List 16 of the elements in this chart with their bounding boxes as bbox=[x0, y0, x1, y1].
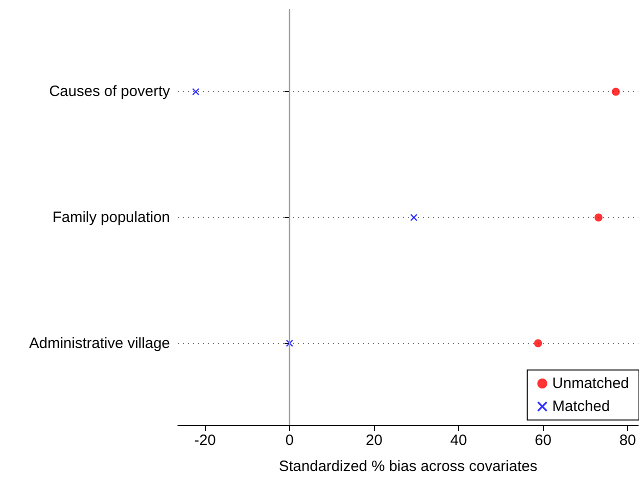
y-tick-label: Family population bbox=[52, 209, 170, 226]
x-tick-label: 20 bbox=[366, 432, 382, 449]
legend-label: Unmatched bbox=[552, 375, 630, 392]
point bbox=[534, 339, 542, 348]
x-tick-label: 0 bbox=[285, 432, 294, 449]
y-tick-label: Causes of poverty bbox=[49, 83, 170, 100]
point bbox=[410, 214, 418, 221]
legend-label: Matched bbox=[552, 398, 610, 415]
x-tick-label: 60 bbox=[534, 432, 552, 449]
x-tick-label: 40 bbox=[450, 432, 467, 449]
point bbox=[594, 214, 602, 222]
y-tick-label: Administrative village bbox=[29, 334, 170, 352]
point bbox=[612, 88, 620, 96]
x-tick-label: 80 bbox=[619, 432, 636, 449]
x-tick-label: -20 bbox=[194, 432, 216, 449]
x-axis-title: Standardized % bias across covariates bbox=[278, 458, 538, 475]
